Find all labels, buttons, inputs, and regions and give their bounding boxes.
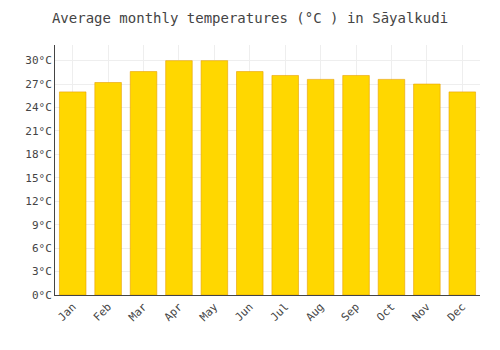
svg-text:Feb: Feb (91, 301, 114, 324)
svg-text:15°C: 15°C (25, 172, 52, 185)
svg-text:30°C: 30°C (25, 54, 52, 67)
svg-text:Jun: Jun (233, 301, 256, 324)
svg-text:3°C: 3°C (32, 265, 52, 278)
svg-text:Sep: Sep (339, 301, 362, 324)
svg-text:Average monthly temperatures (: Average monthly temperatures (°C ) in Sā… (52, 10, 448, 26)
svg-text:Jul: Jul (268, 301, 291, 324)
svg-text:Mar: Mar (126, 300, 150, 324)
svg-text:6°C: 6°C (32, 242, 52, 255)
svg-text:Dec: Dec (445, 301, 468, 324)
svg-text:Nov: Nov (410, 300, 434, 324)
svg-text:24°C: 24°C (25, 101, 52, 114)
svg-text:Oct: Oct (374, 301, 397, 324)
svg-text:Aug: Aug (303, 301, 326, 324)
svg-text:12°C: 12°C (25, 195, 52, 208)
svg-text:0°C: 0°C (32, 289, 52, 302)
svg-text:27°C: 27°C (25, 78, 52, 91)
svg-text:9°C: 9°C (32, 219, 52, 232)
svg-text:18°C: 18°C (25, 148, 52, 161)
svg-text:Apr: Apr (162, 300, 186, 324)
svg-text:21°C: 21°C (25, 125, 52, 138)
svg-text:May: May (197, 300, 221, 324)
svg-text:Jan: Jan (55, 301, 78, 324)
